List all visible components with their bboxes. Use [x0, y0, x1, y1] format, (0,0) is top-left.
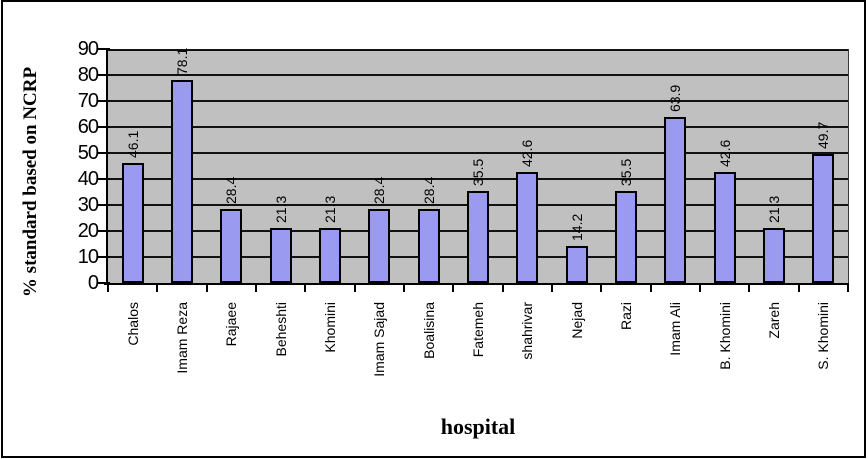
bar-shahrivar: [516, 172, 539, 283]
bar-S. Khomini: [812, 153, 835, 283]
x-category-label: shahrivar: [519, 302, 536, 360]
x-tick-mark-2: [205, 285, 208, 292]
x-category-label: Imam Ali: [667, 302, 684, 356]
y-tick-mark-40: [98, 178, 110, 180]
bar-value-label: 78.1: [174, 47, 190, 75]
x-tick-mark-9: [551, 285, 553, 292]
x-category-label: S. Khomini: [815, 302, 832, 370]
bar-Fatemeh: [467, 190, 489, 283]
y-tick-mark-70: [98, 100, 110, 102]
x-category-label: Nejad: [568, 302, 585, 339]
x-tick-mark-13: [748, 285, 751, 292]
x-tick-mark-1: [156, 285, 159, 292]
bar-Imam Sajad: [368, 209, 391, 283]
bar-Beheshti: [269, 227, 292, 283]
x-tick-mark-7: [452, 285, 455, 292]
x-category-label: Imam Reza: [174, 302, 190, 374]
bar-B. Khomini: [713, 172, 736, 283]
gridline-50: [108, 152, 848, 154]
x-tick-mark-5: [353, 285, 356, 292]
y-tick-label-70: 70: [77, 90, 99, 112]
x-axis-line: [104, 283, 849, 285]
bar-Imam Reza: [171, 79, 193, 283]
bar-value-label: 21.3: [272, 195, 289, 223]
bar-value-label: 28.4: [223, 176, 240, 205]
x-tick-mark-6: [403, 285, 405, 292]
x-category-label: Beheshti: [272, 302, 289, 357]
x-category-label: Fatemeh: [470, 302, 486, 358]
bar-Zareh: [763, 227, 785, 283]
y-tick-label-10: 10: [77, 246, 99, 268]
x-category-label: Rajaee: [223, 302, 240, 347]
y-axis-title: % standard based on NCRP: [20, 66, 41, 298]
bar-Nejad: [565, 246, 588, 283]
y-tick-label-40: 40: [77, 168, 99, 190]
x-category-label: B. Khomini: [716, 302, 733, 370]
bar-value-label: 28.4: [420, 176, 437, 205]
y-tick-label-0: 0: [87, 272, 99, 294]
bar-value-label: 42.6: [519, 139, 536, 168]
y-tick-mark-10: [98, 256, 110, 258]
y-tick-mark-50: [98, 152, 110, 154]
bar-value-label: 21.3: [322, 195, 338, 223]
y-tick-label-90: 90: [77, 38, 99, 60]
bar-Boalisina: [417, 209, 440, 283]
x-category-label: Zareh: [766, 302, 782, 339]
x-tick-mark-12: [699, 285, 701, 292]
bar-Khomini: [319, 227, 341, 283]
bar-Razi: [615, 190, 637, 283]
x-tick-mark-15: [847, 285, 849, 292]
x-tick-mark-11: [649, 285, 652, 292]
bar-value-label: 14.2: [568, 213, 585, 242]
y-tick-mark-20: [98, 230, 110, 232]
bar-Rajaee: [220, 209, 243, 283]
bar-Imam Ali: [664, 116, 687, 283]
y-tick-label-60: 60: [77, 116, 99, 138]
gridline-90: [108, 49, 848, 51]
gridline-60: [108, 126, 848, 128]
y-tick-label-50: 50: [77, 142, 99, 164]
x-tick-mark-4: [304, 285, 307, 292]
gridline-70: [108, 100, 848, 102]
y-tick-mark-60: [98, 126, 110, 128]
bar-value-label: 21.3: [766, 195, 782, 223]
plot-area: [108, 49, 849, 283]
x-tick-mark-10: [600, 285, 603, 292]
y-tick-mark-80: [98, 74, 110, 76]
x-category-label: Razi: [618, 302, 634, 331]
y-tick-label-30: 30: [77, 194, 99, 216]
bar-value-label: 35.5: [470, 158, 486, 186]
bar-value-label: 49.7: [815, 121, 832, 149]
gridline-80: [108, 74, 848, 76]
x-tick-mark-3: [255, 285, 257, 292]
bar-value-label: 63.9: [667, 84, 684, 112]
x-tick-mark-14: [797, 285, 800, 292]
x-category-label: Khomini: [322, 302, 338, 353]
y-tick-label-20: 20: [77, 220, 99, 242]
bar-value-label: 35.5: [618, 158, 634, 186]
bar-value-label: 46.1: [124, 130, 141, 159]
y-tick-mark-0: [98, 282, 110, 284]
x-tick-mark-0: [107, 285, 109, 292]
x-tick-mark-8: [501, 285, 504, 292]
x-category-label: Imam Sajad: [371, 302, 388, 377]
bar-Chalos: [121, 163, 144, 283]
gridline-40: [108, 178, 848, 180]
y-tick-label-80: 80: [77, 64, 99, 86]
x-category-label: Boalisina: [420, 302, 437, 359]
y-tick-mark-30: [98, 204, 110, 206]
x-axis-title: hospital: [440, 414, 516, 439]
y-axis-line: [106, 49, 108, 285]
y-tick-mark-90: [98, 48, 110, 50]
x-category-label: Chalos: [124, 302, 141, 346]
bar-value-label: 28.4: [371, 176, 388, 205]
bar-value-label: 42.6: [716, 139, 733, 168]
